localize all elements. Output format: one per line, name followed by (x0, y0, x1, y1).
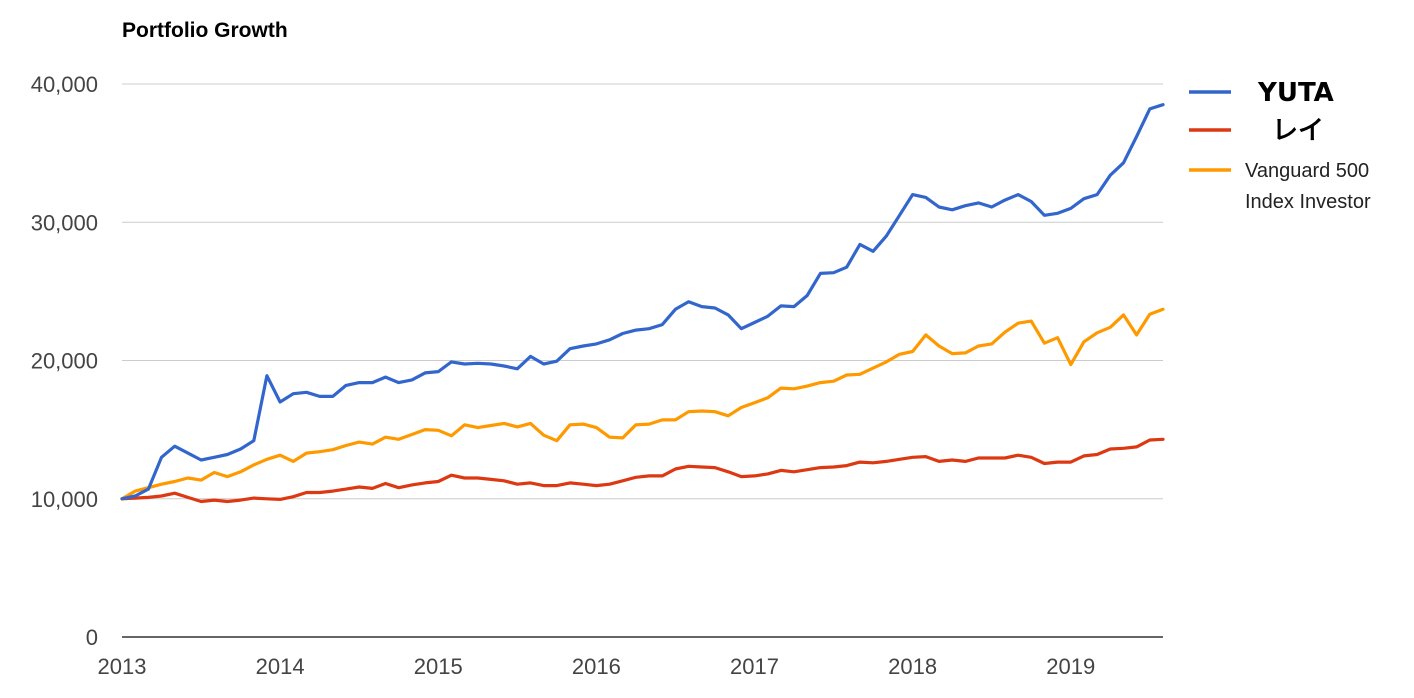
y-tick-label: 20,000 (31, 349, 98, 374)
series-line-1 (120, 103, 1165, 501)
legend-item: レイ (1189, 116, 1324, 146)
legend-item: YUTA (1189, 78, 1334, 108)
series-line-2 (120, 437, 1165, 504)
legend-label: YUTA (1257, 78, 1334, 108)
legend-label: レイ (1272, 116, 1324, 146)
y-tick-label: 10,000 (31, 487, 98, 512)
chart-title: Portfolio Growth (122, 19, 288, 42)
legend-item: Vanguard 500 Index Investor (1189, 160, 1371, 213)
gridlines (122, 83, 1163, 500)
legend-label: Vanguard 500 (1245, 160, 1369, 182)
axes: 0 10,000 20,000 30,000 40,000 2013 2014 2015 201… (31, 72, 1163, 679)
x-tick-label: 2016 (572, 654, 621, 679)
x-tick-label: 2015 (414, 654, 463, 679)
y-tick-label: 30,000 (31, 210, 98, 235)
series-line-3 (120, 307, 1165, 501)
legend-label: Index Investor (1245, 191, 1371, 213)
legend: YUTA レイ Vanguard 500 Index Investor (1189, 78, 1371, 213)
x-tick-label: 2019 (1046, 654, 1095, 679)
y-tick-label: 0 (86, 625, 98, 650)
x-tick-label: 2018 (888, 654, 937, 679)
y-tick-label: 40,000 (31, 72, 98, 97)
x-tick-label: 2014 (256, 654, 305, 679)
x-tick-label: 2013 (98, 654, 147, 679)
x-tick-label: 2017 (730, 654, 779, 679)
series-lines (120, 103, 1165, 504)
